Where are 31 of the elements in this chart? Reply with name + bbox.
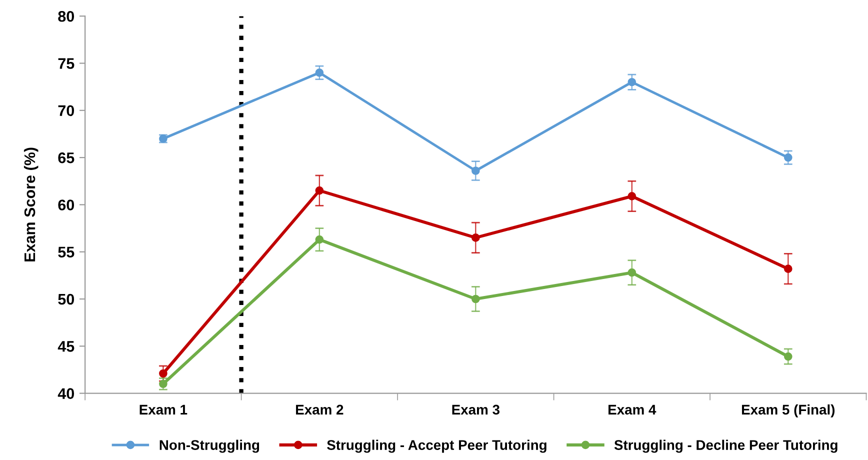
y-tick-label: 55 <box>58 246 74 258</box>
x-tick-label: Exam 1 <box>140 404 188 415</box>
point <box>784 352 792 361</box>
x-tick-label: Exam 3 <box>452 404 500 415</box>
point <box>315 68 324 77</box>
legend-label: Non-Struggling <box>160 440 260 453</box>
y-axis-title: Exam Score (%) <box>24 148 38 262</box>
point <box>784 153 792 162</box>
point <box>471 294 480 304</box>
y-tick-label: 80 <box>58 10 74 22</box>
point <box>315 186 324 195</box>
point <box>628 192 636 200</box>
legend-label: Struggling - Decline Peer Tutoring <box>614 440 838 453</box>
point <box>159 369 168 378</box>
y-tick-label: 75 <box>58 58 74 69</box>
point <box>471 234 480 242</box>
y-tick-label: 70 <box>58 105 74 116</box>
point <box>471 166 480 175</box>
y-tick-label: 65 <box>58 152 74 164</box>
x-tick-label: Exam 4 <box>608 404 656 415</box>
point <box>315 235 324 244</box>
y-tick-label: 45 <box>58 341 74 352</box>
y-tick-label: 60 <box>58 200 74 210</box>
x-tick-label: Exam 2 <box>296 404 344 415</box>
y-tick-label: 40 <box>58 388 74 399</box>
legend-label: Struggling - Accept Peer Tutoring <box>327 440 546 453</box>
point <box>628 78 636 86</box>
x-tick-label: Exam 5 (Final) <box>742 404 835 418</box>
point <box>784 264 792 273</box>
y-tick-label: 50 <box>58 294 74 305</box>
point <box>628 268 636 277</box>
